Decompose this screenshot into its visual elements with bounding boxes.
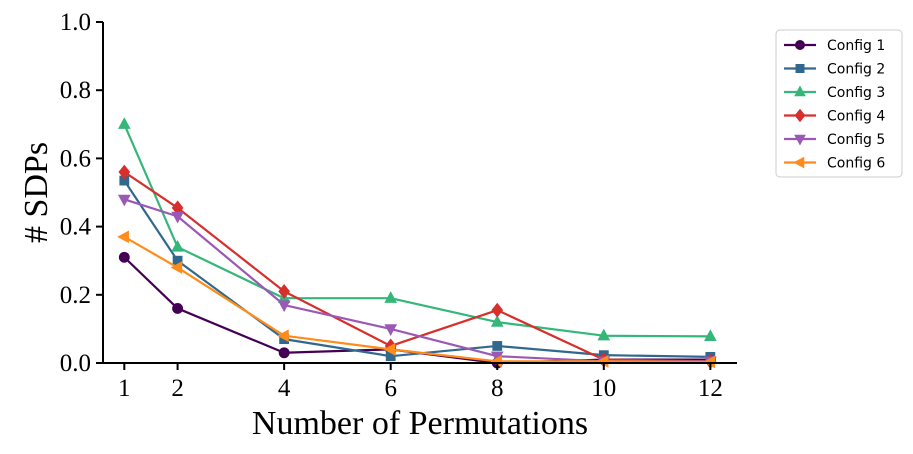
y-axis-title: # SDPs <box>18 142 55 243</box>
data-point <box>118 251 130 263</box>
series-5 <box>117 194 717 369</box>
legend-item: Config 6 <box>784 156 885 172</box>
legend-label: Config 3 <box>827 85 885 101</box>
legend-label: Config 4 <box>827 109 885 125</box>
series-1 <box>118 251 716 369</box>
legend-label: Config 1 <box>827 38 885 54</box>
data-point <box>278 347 290 359</box>
data-point <box>117 194 131 207</box>
legend-marker <box>794 108 806 123</box>
y-tick-label: 1.0 <box>60 9 91 36</box>
legend-marker <box>794 134 806 146</box>
legend-item: Config 1 <box>784 38 885 54</box>
data-point <box>490 314 504 327</box>
y-tick-label: 0.8 <box>60 77 91 104</box>
legend-marker <box>795 64 805 73</box>
y-tick-label: 0.4 <box>60 214 92 241</box>
series-6 <box>117 230 715 369</box>
data-point <box>171 211 184 224</box>
legend-label: Config 2 <box>827 62 885 78</box>
data-point <box>278 283 291 299</box>
tick-labels: 0.00.20.40.60.81.01 2 4 6 8 10 12 <box>60 9 723 402</box>
data-point <box>383 343 396 356</box>
series-2 <box>119 175 716 362</box>
x-tick-label: 1 <box>118 375 131 402</box>
legend-label: Config 5 <box>827 132 885 148</box>
x-tick-label: 2 <box>171 375 184 402</box>
data-point <box>170 261 183 274</box>
axes <box>102 22 737 364</box>
series-line <box>123 171 711 363</box>
series-line <box>123 235 711 364</box>
legend-label: Config 6 <box>827 156 885 172</box>
series-layer <box>117 117 717 369</box>
x-tick-label: 8 <box>491 375 504 402</box>
data-point <box>117 230 129 244</box>
series-3 <box>117 117 717 342</box>
series-4 <box>118 164 717 369</box>
data-point <box>491 302 504 318</box>
x-tick-label: 6 <box>384 375 397 402</box>
y-tick-label: 0.2 <box>60 282 91 309</box>
data-point <box>384 324 398 337</box>
data-point <box>277 300 291 313</box>
data-point <box>704 329 717 342</box>
x-tick-label: 10 <box>591 375 616 402</box>
data-point <box>171 239 184 252</box>
legend: Config 1 Config 2 Config 3 Config 4 Config 5… <box>775 29 903 178</box>
legend-item: Config 3 <box>784 85 885 101</box>
data-point <box>492 341 503 351</box>
y-tick-label: 0.6 <box>60 145 91 172</box>
x-axis-title: Number of Permutations <box>252 405 588 442</box>
legend-frame <box>775 29 903 178</box>
y-tick-label: 0.0 <box>60 350 91 377</box>
series-line <box>123 256 711 365</box>
data-point <box>384 291 398 303</box>
legend-marker <box>794 85 806 97</box>
data-point <box>118 164 131 180</box>
series-line <box>123 179 711 358</box>
legend-marker <box>793 156 805 169</box>
series-line <box>123 123 711 338</box>
data-point <box>172 302 184 314</box>
x-tick-label: 12 <box>698 375 723 402</box>
legend-marker <box>795 40 805 50</box>
legend-item: Config 5 <box>784 132 885 148</box>
x-tick-label: 4 <box>278 375 291 402</box>
data-point <box>597 328 611 341</box>
legend-item: Config 2 <box>784 62 885 78</box>
data-point <box>277 329 289 343</box>
data-point <box>117 117 131 129</box>
legend-item: Config 4 <box>784 109 885 125</box>
